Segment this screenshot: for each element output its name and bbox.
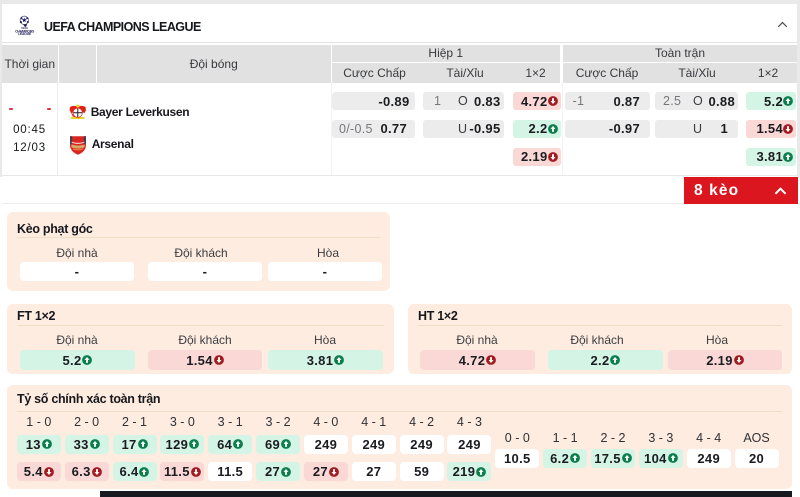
- svg-text:LEAGUE: LEAGUE: [18, 32, 32, 36]
- svg-text:CHAMPIONS: CHAMPIONS: [15, 29, 35, 33]
- svg-text:UEFA: UEFA: [21, 26, 28, 30]
